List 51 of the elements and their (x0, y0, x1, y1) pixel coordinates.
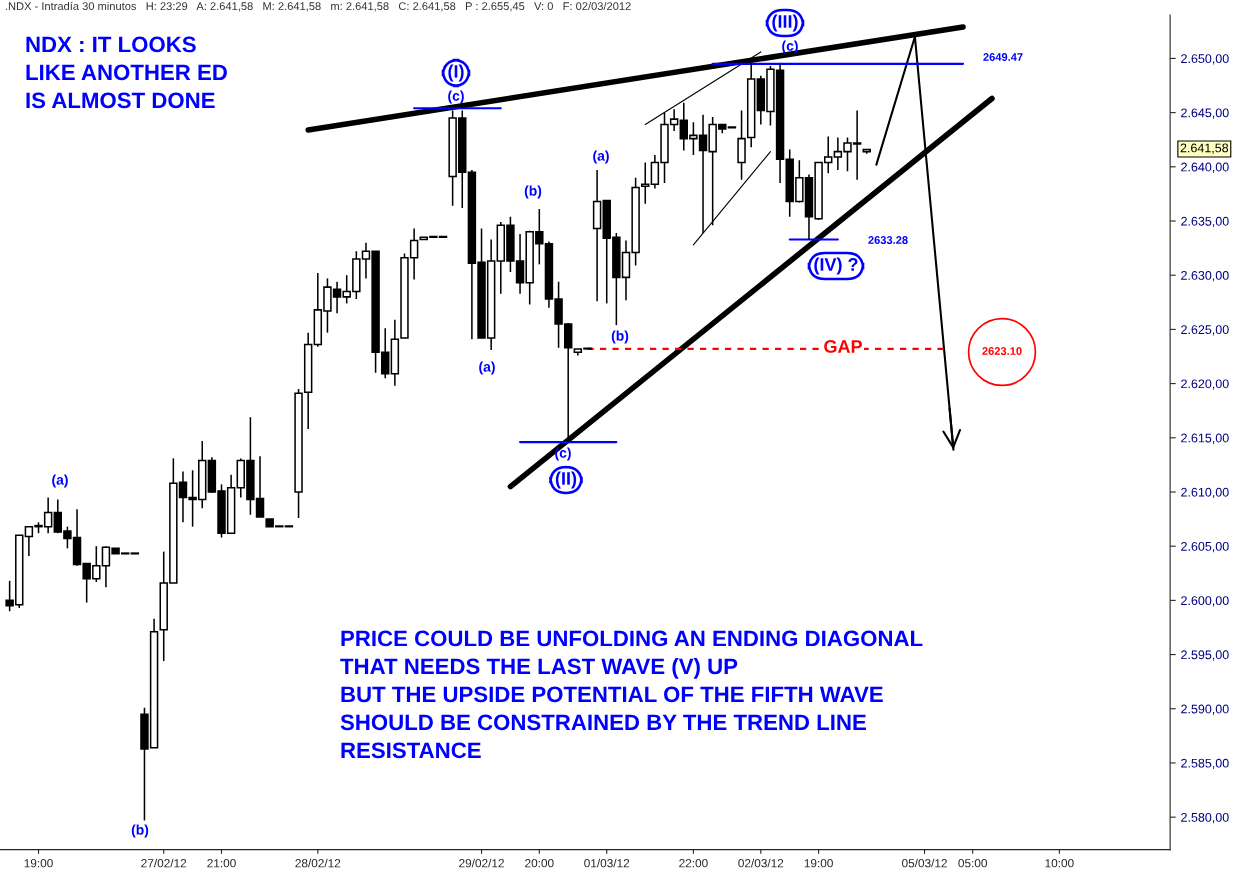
annotation: (II) (555, 471, 577, 489)
y-tick-label: 2.640,00 (1181, 162, 1229, 173)
y-tick-label: 2.635,00 (1181, 216, 1229, 228)
y-tick-label: 2.595,00 (1181, 650, 1229, 661)
y-tick-label: 2.590,00 (1181, 704, 1229, 715)
candlestick (641, 161, 650, 205)
annotation: GAP (824, 340, 862, 353)
candlestick (737, 109, 746, 181)
x-tick-label: 05/03/12 (902, 858, 947, 868)
x-tick-label: 20:00 (525, 859, 554, 868)
chart-title: .NDX - Intradía 30 minutos H: 23:29 A: 2.641,58 M: 2.641,58 m: 2.641,58 C: 2.641,58 P : 2.655,45 V: 0 F: 02/03/2012 (5, 1, 631, 12)
x-tick-label: 19:00 (24, 859, 53, 868)
x-tick-label: 05:00 (958, 859, 987, 868)
annotation: (IV) ? (814, 257, 858, 275)
annotation: (c) (555, 447, 571, 461)
y-tick-label: 2.580,00 (1181, 812, 1229, 824)
x-tick-label: 19:00 (804, 859, 833, 868)
annotation: NDX : IT LOOKS LIKE ANOTHER ED IS ALMOST DONE (26, 36, 227, 109)
y-tick-label: 2.650,00 (1181, 54, 1229, 65)
x-tick-label: 29/02/12 (459, 858, 504, 868)
y-tick-label: 2.625,00 (1181, 325, 1229, 336)
annotation: (a) (593, 150, 609, 164)
text: 2.641,58 (1180, 143, 1229, 154)
x-tick-label: 27/02/12 (141, 858, 187, 868)
annotation: 2649.47 (983, 53, 1023, 61)
annotation: (b) (524, 185, 542, 199)
annotation: 2623.10 (982, 347, 1022, 355)
x-tick-label: 28/02/12 (295, 858, 341, 868)
y-tick-label: 2.615,00 (1181, 433, 1229, 444)
annotation: 2633.28 (868, 236, 908, 244)
y-tick-label: 2.620,00 (1181, 379, 1229, 390)
annotation: (c) (782, 40, 798, 54)
y-tick-label: 2.630,00 (1181, 271, 1229, 282)
y-tick-label: 2.585,00 (1181, 758, 1229, 770)
x-tick-label: 10:00 (1045, 859, 1074, 868)
y-tick-label: 2.610,00 (1181, 487, 1229, 499)
annotation: (III) (772, 14, 798, 32)
annotation: (a) (52, 474, 68, 488)
y-tick-label: 2.645,00 (1181, 108, 1229, 119)
x-tick-label: 21:00 (207, 859, 236, 868)
annotation: PRICE COULD BE UNFOLDING AN ENDING DIAGONAL THAT NEEDS THE LAST WAVE (V) UP BUT THE UPSIDE POTENTIAL OF THE FIFTH WAVE SHOULD BE CONSTRAINED BY THE TREND LINE RESISTANCE (340, 630, 923, 759)
y-tick-label: 2.605,00 (1181, 541, 1229, 553)
y-tick-label: 2.600,00 (1181, 596, 1229, 607)
annotation: (a) (479, 361, 495, 375)
annotation: (c) (448, 90, 464, 104)
annotation: (b) (131, 824, 149, 838)
x-tick-label: 02/03/12 (738, 858, 784, 868)
annotation: (I) (448, 64, 464, 82)
x-tick-label: 01/03/12 (584, 858, 630, 868)
x-tick-label: 22:00 (679, 859, 708, 868)
annotation: (b) (611, 330, 629, 344)
